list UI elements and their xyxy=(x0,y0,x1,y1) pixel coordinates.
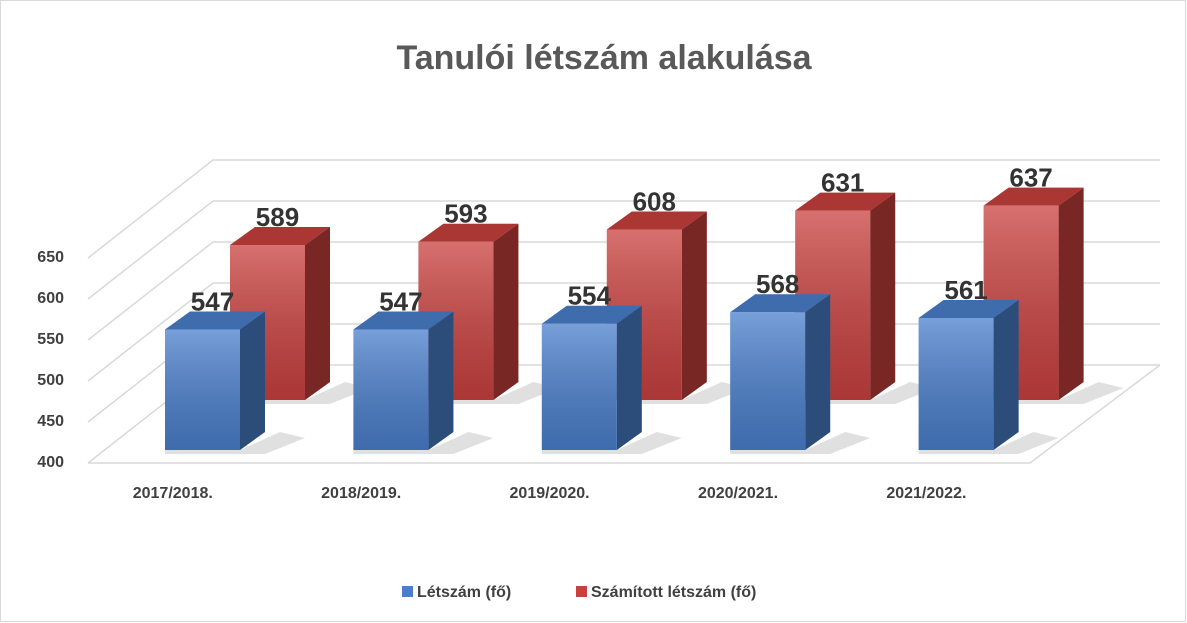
legend-swatch xyxy=(402,586,413,597)
bar-top-shade xyxy=(230,227,330,246)
bar-top xyxy=(541,305,642,324)
bar-shadow xyxy=(230,382,370,404)
bar-top xyxy=(983,187,1084,206)
x-tick-label: 2018/2019. xyxy=(321,485,401,502)
x-tick-label: 2021/2022. xyxy=(886,485,966,502)
x-tick-label: 2020/2021. xyxy=(698,485,778,502)
bar-top-shade xyxy=(730,294,831,313)
bar-side-shade xyxy=(805,294,831,450)
bar-top xyxy=(795,192,896,211)
y-tick-label: 500 xyxy=(37,372,64,389)
data-label: 589 xyxy=(256,202,299,232)
data-label: 561 xyxy=(944,275,987,305)
y-tick-label: 450 xyxy=(37,413,64,430)
bar-top xyxy=(230,227,330,246)
floor xyxy=(88,364,1161,464)
y-tick-label: 600 xyxy=(37,290,64,307)
data-label: 637 xyxy=(1009,163,1052,193)
bar-shadow xyxy=(541,432,682,454)
bar-side xyxy=(428,311,454,450)
bar-top xyxy=(165,311,265,330)
bar-side xyxy=(993,299,1019,450)
bar-top-shade xyxy=(418,223,519,242)
bar-side-shade xyxy=(993,299,1019,450)
data-label: 568 xyxy=(756,269,799,299)
bar-side xyxy=(240,311,265,450)
data-label: 547 xyxy=(191,286,234,316)
x-tick-label: 2019/2020. xyxy=(510,485,590,502)
bar-top-shade xyxy=(918,299,1019,318)
bar-side-shade xyxy=(428,311,454,450)
grid-line xyxy=(87,159,1160,259)
data-label: 631 xyxy=(821,167,864,197)
bar-top xyxy=(418,223,519,242)
bar-side xyxy=(805,294,831,450)
bar-top xyxy=(606,211,707,230)
bar-side xyxy=(493,223,519,400)
bar-side-shade xyxy=(616,305,642,450)
bar-shadow xyxy=(606,382,747,404)
bar-top xyxy=(918,299,1019,318)
data-label: 593 xyxy=(444,199,487,229)
bar-top-shade xyxy=(353,311,454,330)
bar-top-shade xyxy=(795,192,896,211)
y-tick-label: 550 xyxy=(37,331,64,348)
bar-top xyxy=(730,294,831,313)
bar-side-shade xyxy=(240,311,265,450)
bar-shade xyxy=(541,323,617,450)
bar-side xyxy=(681,211,707,400)
bar-side-shade xyxy=(681,211,707,400)
bar-side-shade xyxy=(493,223,519,400)
bar-side-shade xyxy=(305,227,330,400)
bar-shadow xyxy=(918,432,1059,454)
floor-edge xyxy=(88,364,1161,464)
bar-top-shade xyxy=(165,311,265,330)
chart-title: Tanulói létszám alakulása xyxy=(396,39,812,77)
legend-swatch xyxy=(576,586,587,597)
bar-top xyxy=(353,311,454,330)
bar-shadow xyxy=(730,432,871,454)
bar-side xyxy=(870,192,896,400)
bar-shade xyxy=(918,317,994,450)
bar-shade xyxy=(353,329,429,450)
bar-shade xyxy=(730,312,806,450)
bar-shadow xyxy=(795,382,936,404)
bar-shadow xyxy=(353,432,494,454)
bar-side xyxy=(305,227,330,400)
bar-shadow xyxy=(418,382,559,404)
bar-side-shade xyxy=(1058,187,1084,400)
bar-shadow xyxy=(983,382,1124,404)
bar-top-shade xyxy=(606,211,707,230)
bar-side xyxy=(616,305,642,450)
y-tick-label: 400 xyxy=(37,454,64,471)
data-label: 608 xyxy=(633,186,676,216)
bar-shadow xyxy=(165,432,305,454)
y-tick-label: 650 xyxy=(37,249,64,266)
bar-shade xyxy=(165,329,240,450)
bar-side-shade xyxy=(870,192,896,400)
bar-top-shade xyxy=(983,187,1084,206)
bar-side xyxy=(1058,187,1084,400)
bar-top-shade xyxy=(541,305,642,324)
legend-label: Létszám (fő) xyxy=(417,584,511,601)
data-label: 547 xyxy=(379,286,422,316)
legend-label: Számított létszám (fő) xyxy=(591,584,756,601)
x-tick-label: 2017/2018. xyxy=(133,485,213,502)
data-label: 554 xyxy=(568,281,612,311)
